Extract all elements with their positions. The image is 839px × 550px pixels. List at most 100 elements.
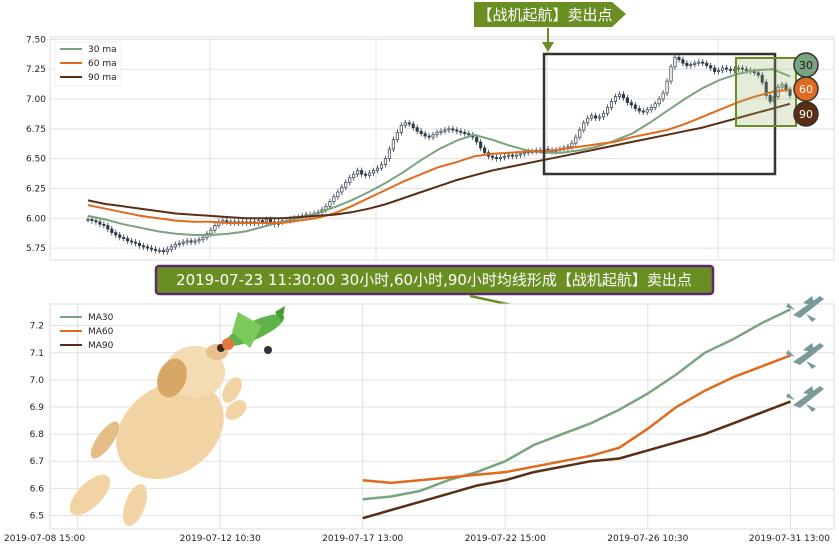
bottom-ma90-line [362,400,791,520]
candle-body [364,173,368,176]
candle-body [391,139,395,150]
bottom-x-tick-label: 2019-07-17 13:00 [322,534,403,544]
bottom-legend: MA30 MA60 MA90 [60,313,114,351]
candle-body [467,133,471,136]
top-y-tick-label: 6.00 [26,214,46,224]
candle-body [752,71,756,74]
candle-body [645,109,649,113]
bottom-chart-panel: 6.5 6.6 6.7 6.8 6.9 7.0 7.1 7.2 2019-07-08 15:0… [4,296,835,544]
legend-label-60ma: 60 ma [88,59,117,69]
candle-body [443,129,447,132]
candle-body [161,250,165,253]
candle-body [399,124,403,133]
top-y-tick-label: 7.50 [26,35,46,45]
ma90-badge-circle [793,101,819,127]
airplane-icon-ma60 [786,343,824,369]
top-y-axis: 5.75 6.00 6.25 6.50 6.75 7.00 7.25 7.50 [26,35,46,254]
signal-banner-text: 【战机起航】卖出点 [477,6,612,24]
candle-body [145,246,150,249]
candle-body [764,81,768,96]
ma60-badge-label: 60 [799,83,813,96]
top-grid [50,37,834,260]
candle-body [197,239,201,242]
candle-body [90,219,94,221]
candle-body [744,68,748,71]
candle-body [348,177,352,183]
candle-body [483,147,487,154]
candle-body [185,240,189,243]
candle-body [415,127,419,132]
candle-body [760,74,764,83]
top-y-tick-label: 7.00 [26,95,46,105]
dog-tail [90,421,120,459]
candle-body [606,107,610,114]
candle-body [582,122,586,131]
signal-annotation-box [154,264,715,296]
candle-body [141,245,146,248]
bottom-y-tick-label: 7.0 [30,376,45,386]
candle-body [498,157,503,159]
airplane-shape-3 [786,386,824,412]
candle-body [701,61,705,64]
candle-body [372,170,376,174]
candle-body [685,62,689,66]
toy-plane-propeller [222,338,234,350]
bottom-x-tick-label: 2019-07-08 15:00 [4,534,85,544]
candle-body [336,191,340,198]
candle-body [649,107,653,111]
top-ma60-line [87,88,791,224]
candle-body [641,110,645,113]
bottom-y-tick-label: 6.6 [30,484,45,494]
bottom-y-tick-label: 7.2 [30,322,44,332]
candle-body [86,219,90,221]
candle-body [677,56,681,61]
candle-body [213,225,217,231]
candle-body [661,92,665,100]
bottom-x-tick-label: 2019-07-31 13:00 [749,534,830,544]
top-chart-panel: 5.75 6.00 6.25 6.50 6.75 7.00 7.25 7.50 30 ma 6… [26,2,835,261]
candle-body [768,95,772,102]
candle-body [598,116,602,119]
candle-body [375,167,380,171]
candle-body [264,219,269,223]
candle-body [352,173,356,179]
toy-plane-tail [275,306,285,322]
candle-body [201,236,205,241]
ma60-badge-circle [793,76,819,102]
top-ma30-line [87,68,791,236]
candle-body [780,84,784,88]
candle-body [613,96,618,102]
bottom-x-axis: 2019-07-08 15:00 2019-07-12 10:30 2019-07-… [4,534,830,544]
dog-ear [157,358,187,398]
top-ma-lines [87,68,791,236]
legend-label-90ma: 90 ma [88,73,117,83]
ma30-badge: 30 [793,52,819,78]
bottom-y-tick-label: 6.9 [30,403,45,413]
candle-body [475,136,479,143]
legend-label-ma90: MA90 [88,341,114,351]
candle-body [463,132,467,134]
candle-body [617,93,622,97]
ma90-badge: 90 [793,101,819,127]
airplane-icon-ma30 [786,296,824,322]
ma90-badge-label: 90 [799,108,813,121]
bottom-y-tick-label: 6.5 [30,511,44,521]
candle-body [728,68,733,71]
candle-body [122,236,126,239]
candle-body [724,67,729,70]
candle-body [340,186,344,193]
candle-body [459,130,463,133]
candle-body [479,141,483,149]
candle-body [165,248,169,253]
bottom-y-tick-label: 6.8 [30,430,45,440]
candle-body [740,67,744,70]
candle-body [411,123,415,128]
airplane-icon-ma90 [786,386,824,412]
bottom-y-axis: 6.5 6.6 6.7 6.8 6.9 7.0 7.1 7.2 [30,322,45,522]
top-y-tick-label: 6.25 [26,184,46,194]
toy-plane-wheel [264,346,272,354]
candle-body [118,234,122,238]
top-y-tick-label: 5.75 [26,244,46,254]
candle-body [403,122,407,126]
candle-body [673,56,677,68]
